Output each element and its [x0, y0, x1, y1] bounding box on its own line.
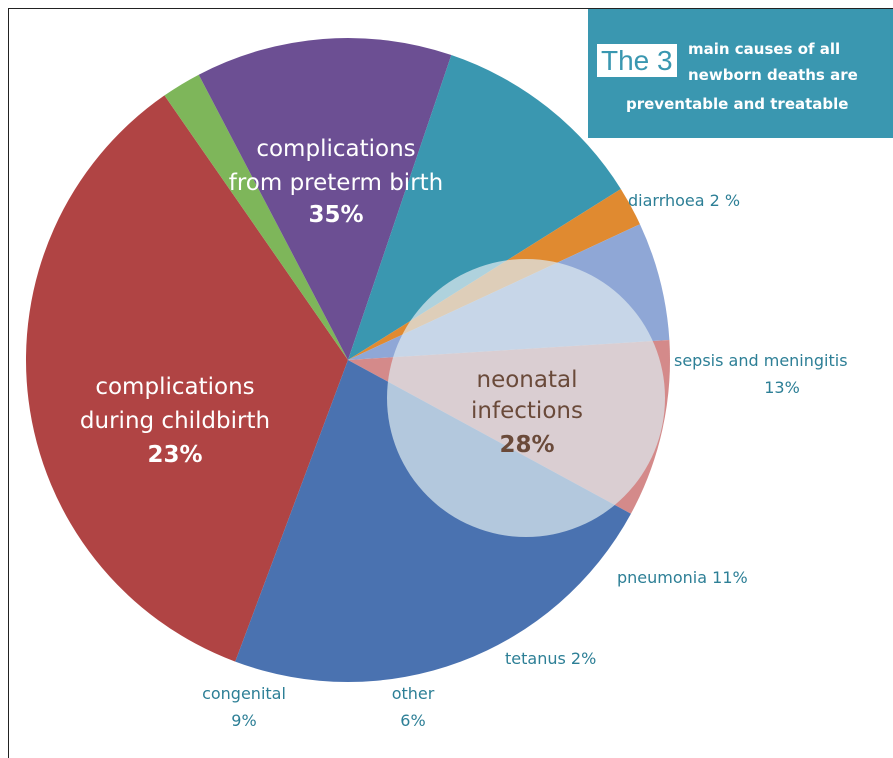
childbirth-label-line-1: complications: [95, 374, 254, 400]
other-value-label: 6%: [400, 711, 425, 730]
frame-left-border: [8, 8, 9, 758]
pneumonia-label: pneumonia 11%: [617, 568, 748, 587]
callout-line-2: newborn deaths are: [688, 66, 858, 84]
childbirth-value-label: 23%: [147, 442, 202, 468]
neonatal-label-line-1: neonatal: [477, 367, 578, 393]
sepsis-value-label: 13%: [764, 378, 800, 397]
callout-line-1: main causes of all: [688, 40, 841, 58]
neonatal-label-line-2: infections: [471, 398, 583, 424]
slice-preterm: [25, 95, 349, 662]
neonatal-infections-overlay: [387, 259, 665, 537]
tetanus-label: tetanus 2%: [505, 649, 596, 668]
congenital-label: congenital: [202, 684, 286, 703]
diarrhoea-label: diarrhoea 2 %: [628, 191, 740, 210]
slice-sepsis: [198, 37, 452, 360]
frame-top-border: [8, 8, 893, 9]
other-label: other: [392, 684, 435, 703]
callout-line-3: preventable and treatable: [626, 95, 849, 113]
slice-childbirth: [235, 360, 631, 683]
slice-diarrhoea: [164, 74, 348, 360]
preterm-label-line-1: complications: [256, 136, 415, 162]
sepsis-label: sepsis and meningitis: [674, 351, 848, 370]
callout-highlight: The 3: [597, 44, 677, 77]
preterm-value-label: 35%: [308, 202, 363, 228]
congenital-value-label: 9%: [231, 711, 256, 730]
preterm-label-line-2: from preterm birth: [229, 170, 444, 196]
childbirth-label-line-2: during childbirth: [80, 408, 270, 434]
slice-pneumonia: [348, 55, 621, 360]
neonatal-value-label: 28%: [499, 432, 554, 458]
